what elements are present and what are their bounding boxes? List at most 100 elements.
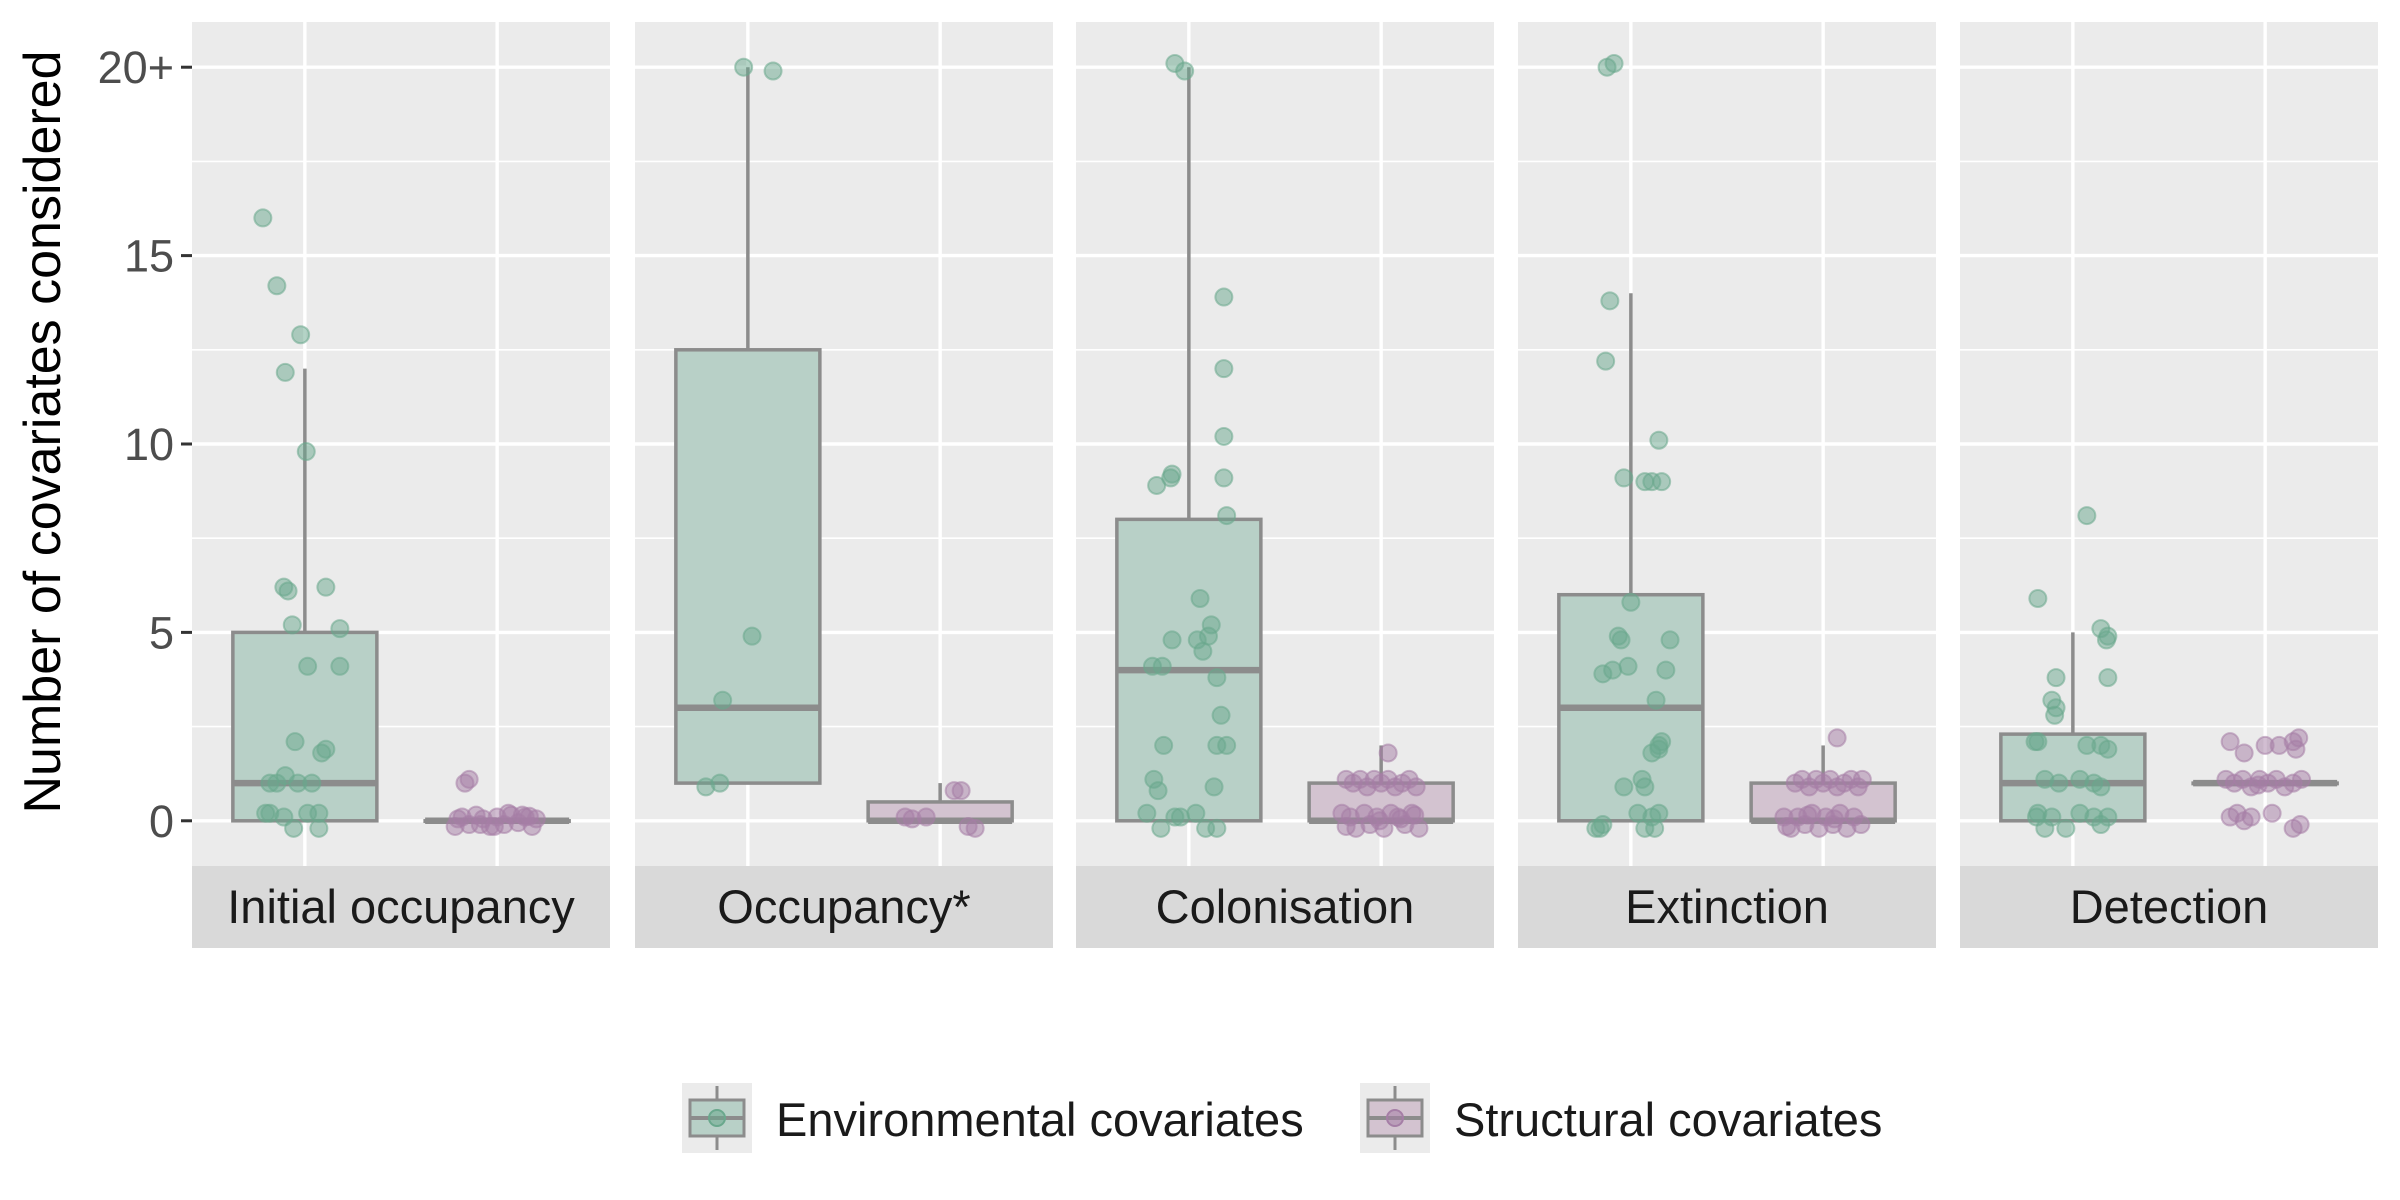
environmental-data-point bbox=[1618, 656, 1638, 676]
facet-strip-label: Extinction bbox=[1625, 880, 1829, 933]
facet-strip-label: Detection bbox=[2070, 880, 2269, 933]
environmental-data-point bbox=[1190, 588, 1210, 608]
structural-data-point bbox=[455, 773, 475, 793]
structural-data-point bbox=[895, 807, 915, 827]
structural-data-point bbox=[1777, 816, 1797, 836]
environmental-data-point bbox=[278, 581, 298, 601]
environmental-data-point bbox=[2025, 732, 2045, 752]
legend-label: Environmental covariates bbox=[776, 1093, 1304, 1146]
structural-data-point bbox=[1378, 743, 1398, 763]
environmental-data-point bbox=[1214, 359, 1234, 379]
facet-strip bbox=[1518, 866, 1936, 948]
facet-panel: Initial occupancy bbox=[192, 22, 610, 948]
environmental-data-point bbox=[1175, 61, 1195, 81]
environmental-data-point bbox=[1660, 630, 1680, 650]
structural-data-point bbox=[1827, 728, 1847, 748]
environmental-boxplot bbox=[1999, 506, 2147, 838]
environmental-data-point bbox=[742, 626, 762, 646]
structural-data-point bbox=[965, 818, 985, 838]
environmental-data-point bbox=[1162, 630, 1182, 650]
environmental-data-point bbox=[1649, 430, 1669, 450]
environmental-data-point bbox=[1593, 664, 1613, 684]
environmental-data-point bbox=[2091, 777, 2111, 797]
environmental-boxplot bbox=[674, 57, 822, 797]
structural-data-point bbox=[1391, 809, 1411, 829]
facet-panels: Initial occupancy Occupancy* Colonisation E… bbox=[192, 22, 2378, 948]
structural-data-point bbox=[2241, 807, 2261, 827]
environmental-data-point bbox=[1186, 803, 1206, 823]
environmental-data-point bbox=[275, 362, 295, 382]
environmental-data-point bbox=[1214, 287, 1234, 307]
environmental-data-point bbox=[282, 615, 302, 635]
environmental-data-point bbox=[1600, 291, 1620, 311]
facet-panel: Occupancy* bbox=[635, 22, 1053, 948]
y-tick-label: 5 bbox=[149, 607, 174, 658]
structural-data-point bbox=[1370, 811, 1390, 831]
environmental-data-point bbox=[1621, 592, 1641, 612]
structural-data-point bbox=[1852, 769, 1872, 789]
environmental-data-point bbox=[2077, 506, 2097, 526]
structural-boxplot bbox=[1307, 743, 1455, 838]
environmental-legend-item: Environmental covariates bbox=[682, 1083, 1304, 1153]
environmental-data-point bbox=[1170, 807, 1190, 827]
structural-data-point bbox=[1406, 777, 1426, 797]
environmental-data-point bbox=[2096, 630, 2116, 650]
environmental-data-point bbox=[267, 276, 287, 296]
environmental-data-point bbox=[330, 656, 350, 676]
facet-strip-label: Colonisation bbox=[1156, 880, 1415, 933]
structural-boxplot bbox=[866, 781, 1014, 838]
structural-data-point bbox=[2290, 815, 2310, 835]
structural-legend-item: Structural covariates bbox=[1360, 1083, 1882, 1153]
environmental-data-point bbox=[1590, 818, 1610, 838]
environmental-data-point bbox=[253, 208, 273, 228]
structural-data-point bbox=[519, 806, 539, 826]
structural-boxplot bbox=[2191, 728, 2339, 838]
environmental-data-point bbox=[710, 773, 730, 793]
y-tick-label: 0 bbox=[149, 796, 174, 847]
facet-strip bbox=[192, 866, 610, 948]
environmental-data-point bbox=[1207, 818, 1227, 838]
y-axis-title: Number of covariates considered bbox=[14, 50, 72, 813]
structural-data-point bbox=[1798, 805, 1818, 825]
environmental-data-point bbox=[2098, 807, 2118, 827]
legend: Environmental covariates Structural covar… bbox=[682, 1083, 1882, 1153]
environmental-boxplot bbox=[1557, 53, 1705, 838]
environmental-data-point bbox=[1152, 656, 1172, 676]
structural-data-point bbox=[2220, 732, 2240, 752]
environmental-boxplot bbox=[1115, 53, 1263, 838]
y-tick-label: 20+ bbox=[98, 42, 174, 93]
facet-strip-label: Initial occupancy bbox=[227, 880, 575, 933]
environmental-data-point bbox=[296, 442, 316, 462]
facet-panel: Colonisation bbox=[1076, 22, 1494, 948]
environmental-data-point bbox=[1214, 468, 1234, 488]
environmental-data-point bbox=[1645, 818, 1665, 838]
y-tick-label: 15 bbox=[124, 231, 174, 282]
environmental-data-point bbox=[1214, 426, 1234, 446]
box-iqr bbox=[674, 348, 822, 785]
environmental-data-point bbox=[763, 61, 783, 81]
structural-data-point bbox=[1336, 816, 1356, 836]
environmental-data-point bbox=[1596, 351, 1616, 371]
environmental-data-point bbox=[285, 732, 305, 752]
legend-key-point bbox=[708, 1109, 726, 1127]
y-axis: 0 5 10 15 20+ bbox=[98, 42, 192, 847]
environmental-data-point bbox=[1614, 777, 1634, 797]
structural-data-point bbox=[2262, 803, 2282, 823]
environmental-boxplot bbox=[231, 208, 379, 838]
environmental-data-point bbox=[2049, 773, 2069, 793]
environmental-data-point bbox=[1614, 468, 1634, 488]
structural-data-point bbox=[1851, 815, 1871, 835]
structural-data-point bbox=[2289, 728, 2309, 748]
structural-boxplot bbox=[1749, 728, 1897, 838]
facet-panel: Extinction bbox=[1518, 22, 1936, 948]
legend-key-point bbox=[1386, 1109, 1404, 1127]
environmental-data-point bbox=[1151, 818, 1171, 838]
environmental-data-point bbox=[1652, 472, 1672, 492]
y-tick-label: 10 bbox=[124, 419, 174, 470]
legend-label: Structural covariates bbox=[1454, 1093, 1882, 1146]
environmental-data-point bbox=[309, 818, 329, 838]
environmental-data-point bbox=[1137, 803, 1157, 823]
environmental-data-point bbox=[284, 818, 304, 838]
environmental-data-point bbox=[1635, 472, 1655, 492]
